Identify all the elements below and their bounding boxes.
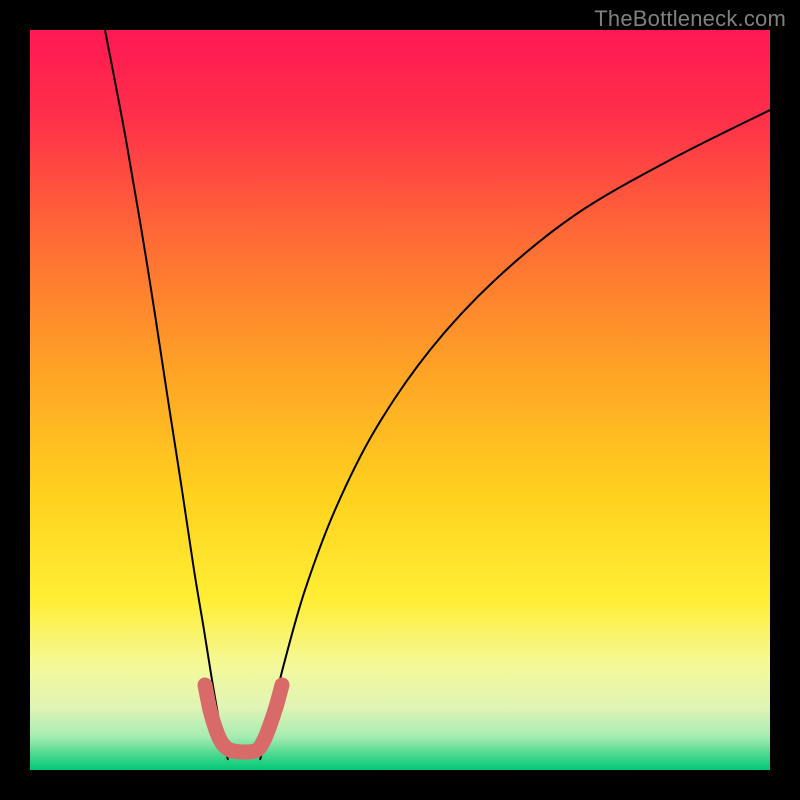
watermark-text: TheBottleneck.com: [594, 6, 786, 32]
chart-frame: TheBottleneck.com: [0, 0, 800, 800]
chart-svg: [30, 30, 770, 770]
background-rect: [30, 30, 770, 770]
plot-area: [30, 30, 770, 770]
